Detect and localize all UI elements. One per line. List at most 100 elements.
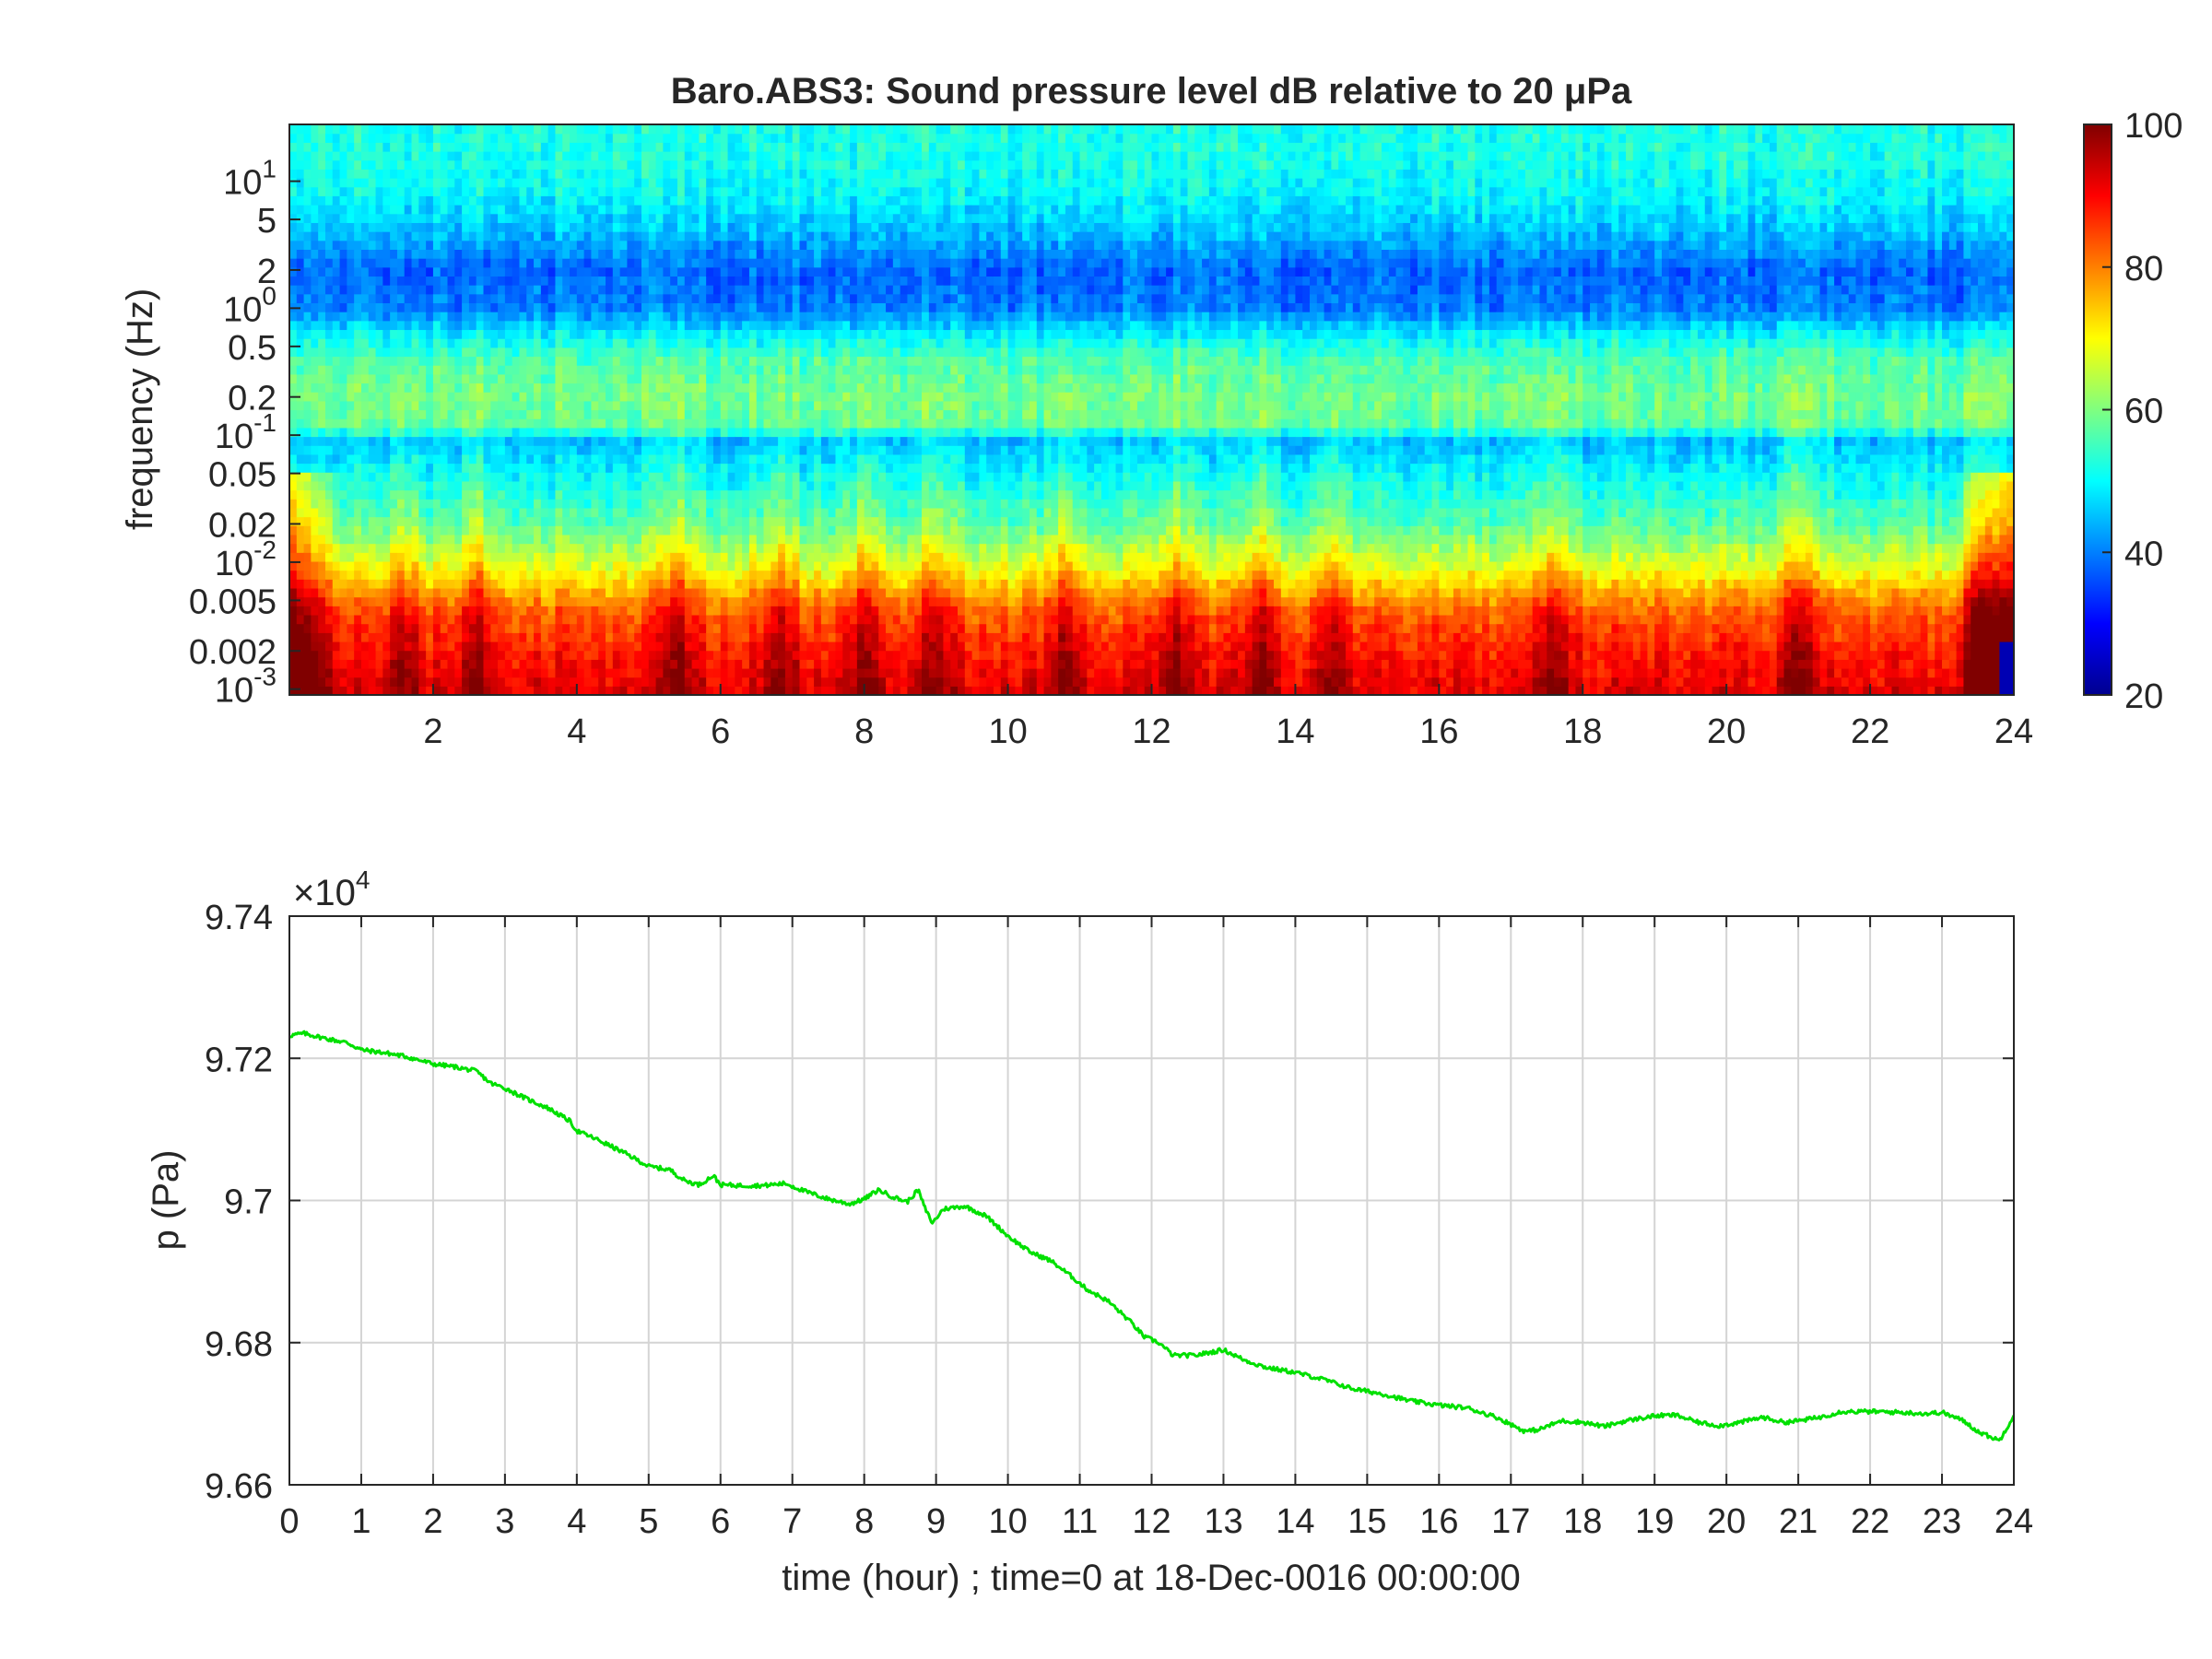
spectrogram-cell <box>354 400 362 411</box>
spectrogram-cell <box>296 347 305 358</box>
spectrogram-cell <box>748 632 758 642</box>
spectrogram-cell <box>296 552 305 562</box>
spectrogram-cell <box>476 222 485 232</box>
spectrogram-cell <box>828 400 837 411</box>
spectrogram-cell <box>677 632 686 642</box>
spectrogram-cell <box>641 667 650 678</box>
spectrogram-cell <box>404 650 413 660</box>
spectrogram-cell <box>835 534 843 545</box>
spectrogram-cell <box>806 543 815 553</box>
spectrogram-cell <box>771 222 779 232</box>
spectrogram-cell <box>440 302 449 312</box>
spectrogram-cell <box>735 650 743 660</box>
spectrogram-cell <box>806 240 815 250</box>
spectrogram-cell <box>547 266 557 277</box>
spectrogram-cell <box>799 677 807 687</box>
spectrogram-cell <box>583 579 593 589</box>
spectrogram-cell <box>311 659 319 669</box>
spectrogram-cell <box>627 338 635 348</box>
spectrogram-cell <box>684 392 693 402</box>
spectrogram-cell <box>691 285 700 295</box>
spectrogram-cell <box>540 302 549 312</box>
spectrogram-cell <box>799 543 807 553</box>
spectrogram-cell <box>706 472 714 482</box>
spectrogram-cell <box>432 543 441 553</box>
spectrogram-cell <box>835 178 843 188</box>
spectrogram-cell <box>727 650 735 660</box>
spectrogram-cell <box>670 142 678 152</box>
spectrogram-cell <box>684 552 693 562</box>
spectrogram-cell <box>655 338 664 348</box>
spectrogram-cell <box>684 650 693 660</box>
spectrogram-cell <box>814 382 822 393</box>
spectrogram-cell <box>468 480 477 491</box>
spectrogram-cell <box>404 427 413 438</box>
spectrogram-cell <box>641 338 650 348</box>
spectrogram-cell <box>712 213 722 223</box>
spectrogram-cell <box>324 686 334 695</box>
spectrogram-cell <box>382 606 391 616</box>
spectrogram-cell <box>547 472 557 482</box>
spectrogram-cell <box>418 302 427 312</box>
spectrogram-cell <box>742 169 750 179</box>
spectrogram-cell <box>627 499 635 509</box>
spectrogram-cell <box>820 418 830 429</box>
spectrogram-cell <box>354 178 362 188</box>
spectrogram-cell <box>332 552 341 562</box>
spectrogram-cell <box>555 560 563 571</box>
spectrogram-cell <box>347 623 355 633</box>
spectrogram-cell <box>354 142 362 152</box>
spectrogram-cell <box>462 516 470 526</box>
spectrogram-cell <box>540 418 549 429</box>
spectrogram-cell <box>756 249 765 259</box>
spectrogram-cell <box>742 552 750 562</box>
spectrogram-cell <box>375 329 383 339</box>
spectrogram-cell <box>354 159 362 170</box>
spectrogram-cell <box>598 258 606 268</box>
spectrogram-cell <box>375 195 383 206</box>
spectrogram-cell <box>512 677 521 687</box>
spectrogram-cell <box>382 312 391 322</box>
spectrogram-cell <box>663 293 671 304</box>
spectrogram-cell <box>339 186 347 196</box>
spectrogram-cell <box>684 124 693 135</box>
spectrogram-cell <box>462 231 470 241</box>
spectrogram-cell <box>634 472 642 482</box>
spectrogram-cell <box>311 205 319 215</box>
spectrogram-cell <box>303 596 312 606</box>
spectrogram-cell <box>699 472 707 482</box>
spectrogram-cell <box>814 302 822 312</box>
spectrogram-cell <box>347 436 355 446</box>
spectrogram-cell <box>806 302 815 312</box>
spectrogram-cell <box>296 356 305 366</box>
spectrogram-cell <box>332 677 341 687</box>
spectrogram-cell <box>411 667 419 678</box>
spectrogram-cell <box>799 489 807 500</box>
spectrogram-cell <box>303 507 312 518</box>
spectrogram-cell <box>476 124 485 135</box>
spectrogram-cell <box>778 418 786 429</box>
spectrogram-cell <box>606 258 614 268</box>
spectrogram-cell <box>396 320 406 331</box>
spectrogram-cell <box>534 222 542 232</box>
spectrogram-cell <box>483 133 491 143</box>
spectrogram-cell <box>303 142 312 152</box>
spectrogram-cell <box>828 579 837 589</box>
spectrogram-cell <box>354 570 362 580</box>
spectrogram-cell <box>748 650 758 660</box>
spectrogram-cell <box>468 507 477 518</box>
spectrogram-cell <box>576 686 585 695</box>
spectrogram-cell <box>771 409 779 419</box>
spectrogram-cell <box>498 579 506 589</box>
spectrogram-cell <box>763 543 771 553</box>
spectrogram-cell <box>540 329 549 339</box>
spectrogram-cell <box>540 667 549 678</box>
spectrogram-cell <box>390 623 398 633</box>
spectrogram-cell <box>382 596 391 606</box>
spectrogram-cell <box>648 409 657 419</box>
spectrogram-cell <box>411 240 419 250</box>
spectrogram-cell <box>842 534 851 545</box>
spectrogram-cell <box>519 240 527 250</box>
spectrogram-cell <box>814 650 822 660</box>
spectrogram-cell <box>706 579 714 589</box>
